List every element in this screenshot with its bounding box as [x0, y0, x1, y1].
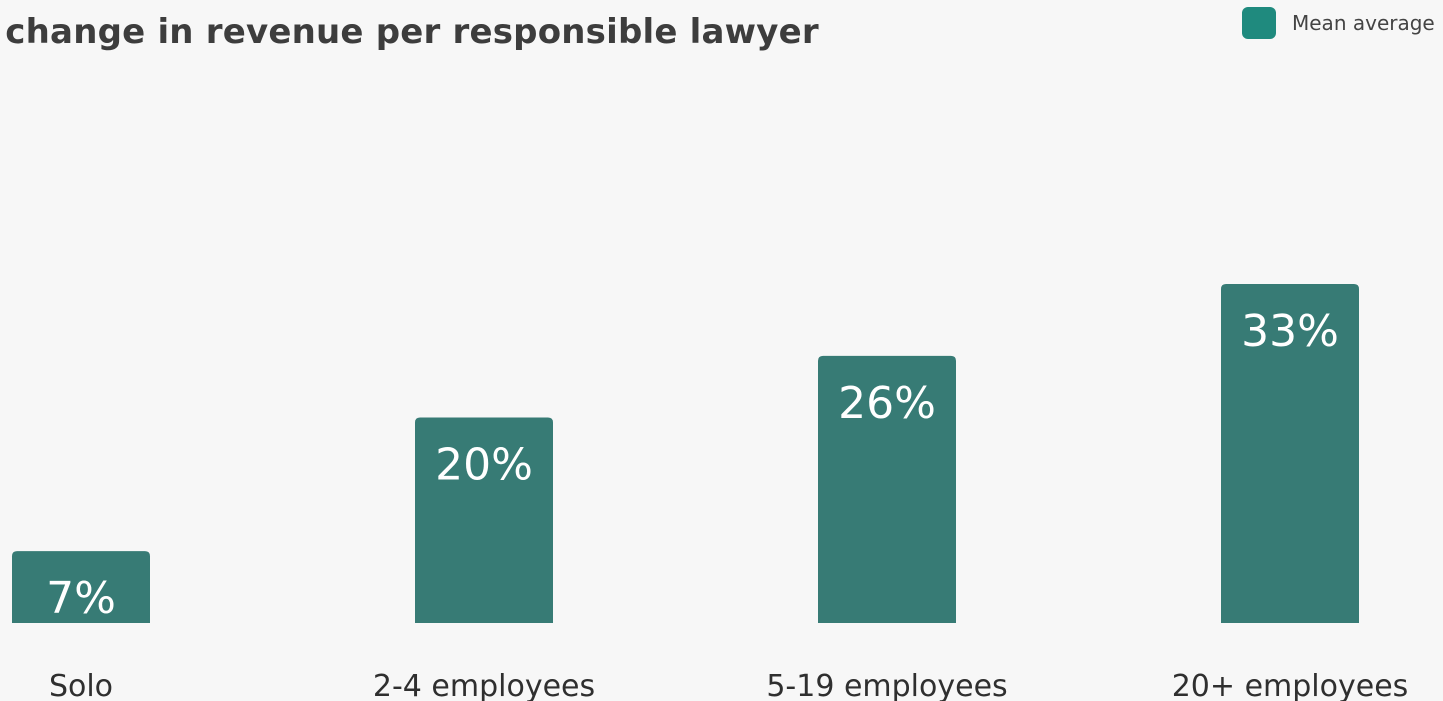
legend-label: Mean average	[1292, 11, 1435, 35]
category-label: Solo	[49, 669, 113, 701]
bar	[818, 355, 956, 623]
bar-group: 20% 2-4 employees	[373, 417, 595, 701]
category-label: 2-4 employees	[373, 669, 595, 701]
chart-title: e change in revenue per responsible lawy…	[0, 12, 819, 52]
data-label: 33%	[1241, 306, 1339, 357]
category-label: 20+ employees	[1172, 669, 1409, 701]
data-label: 7%	[46, 573, 116, 624]
legend: Mean average	[1242, 6, 1435, 40]
bar-group: 26% 5-19 employees	[766, 355, 1008, 701]
bar-group: 33% 20+ employees	[1172, 284, 1409, 701]
bar	[12, 551, 150, 623]
bar	[415, 417, 553, 623]
data-label: 20%	[435, 440, 533, 491]
bar	[1221, 284, 1359, 623]
data-label: 26%	[838, 378, 936, 429]
category-label: 5-19 employees	[766, 669, 1007, 701]
legend-swatch	[1242, 7, 1276, 39]
bar-group: 7% Solo	[12, 551, 150, 701]
